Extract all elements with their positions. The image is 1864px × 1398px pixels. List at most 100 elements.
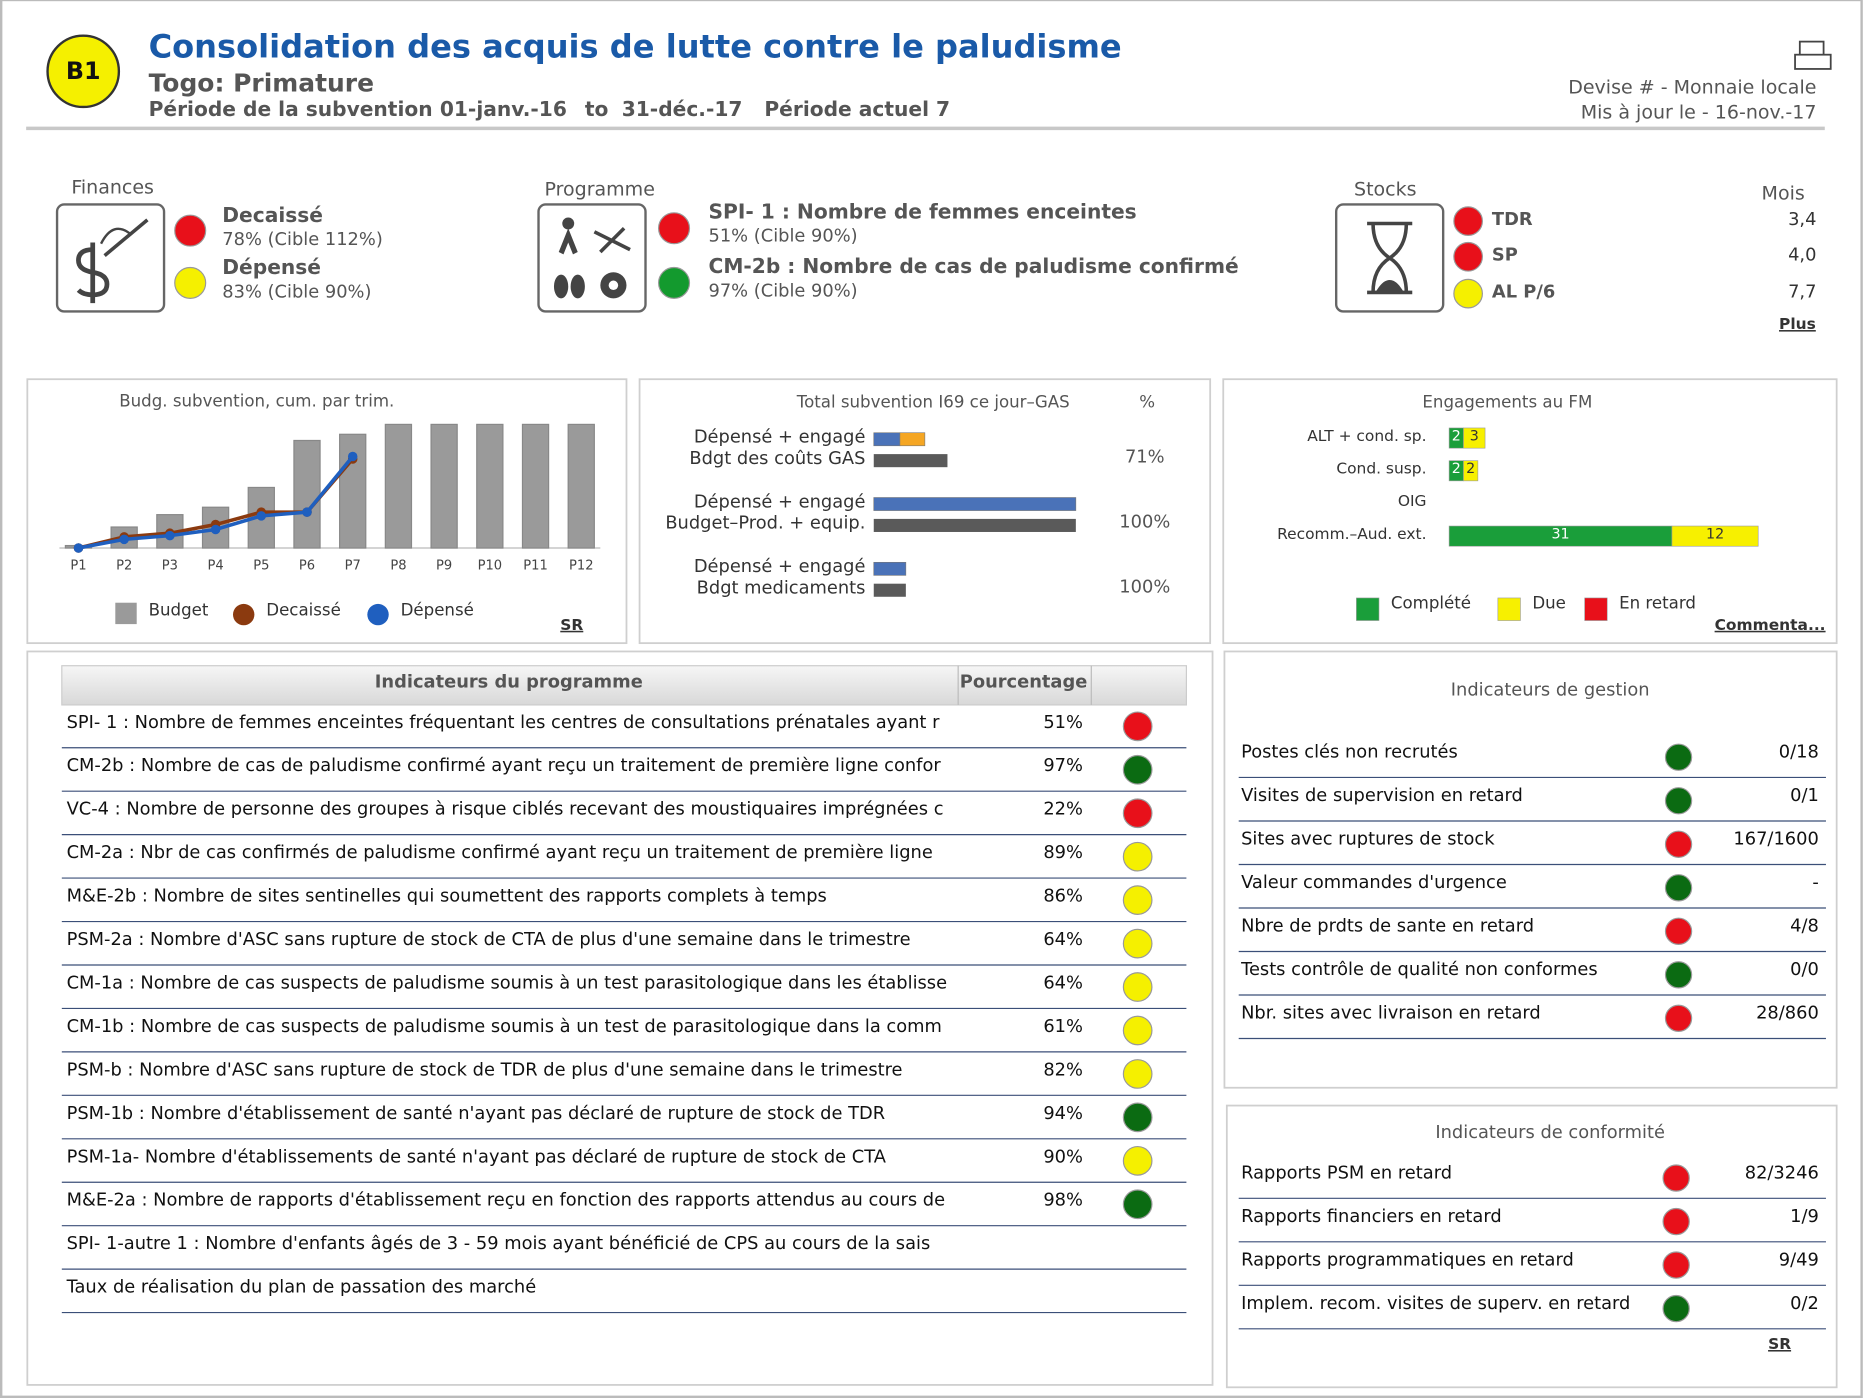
- panel-title: Indicateurs de conformité: [1435, 1122, 1665, 1143]
- data-label: 31: [1551, 526, 1569, 542]
- row-label: Implem. recom. visites de superv. en ret…: [1241, 1293, 1630, 1314]
- legend-label: Dépensé: [401, 601, 474, 620]
- data-label: 12: [1706, 526, 1724, 542]
- bar: [873, 454, 948, 468]
- panel-title: Indicateurs de gestion: [1451, 680, 1650, 701]
- row-value: 0/1: [1790, 785, 1819, 806]
- bar: [384, 423, 413, 549]
- row-text: VC-4 : Nombre de personne des groupes à …: [67, 799, 944, 820]
- status-dot: [1122, 1145, 1153, 1176]
- data-label: 2: [1452, 428, 1461, 444]
- status-dot: [1664, 874, 1693, 902]
- x-tick-label: P1: [70, 558, 86, 573]
- currency: Devise # - Monnaie locale: [1568, 76, 1816, 98]
- x-tick-label: P2: [116, 558, 132, 573]
- row-value: 82/3246: [1745, 1162, 1819, 1183]
- row-value: 0/18: [1779, 741, 1819, 762]
- section-label: Finances: [71, 176, 154, 198]
- print-icon[interactable]: [1794, 40, 1832, 70]
- legend-label: Complété: [1391, 593, 1471, 612]
- section-label: Stocks: [1354, 179, 1417, 201]
- x-tick-label: P7: [345, 558, 361, 573]
- stock-unit: Mois: [1762, 182, 1805, 204]
- row-text: CM-1b : Nombre de cas suspects de paludi…: [67, 1016, 942, 1037]
- status-dot: [1122, 928, 1153, 959]
- legend-label: Due: [1532, 593, 1566, 612]
- bar: [873, 561, 907, 576]
- row-text: PSM-1a- Nombre d'établissements de santé…: [67, 1146, 887, 1167]
- section-label: Programme: [544, 179, 654, 201]
- status-dot: [1453, 206, 1483, 236]
- period-text: 31-déc.-17: [622, 97, 743, 121]
- status-dot: [1662, 1294, 1690, 1323]
- link[interactable]: Commenta...: [1715, 616, 1826, 634]
- bar-label: Budget–Prod. + equip.: [665, 513, 865, 534]
- row-text: CM-1a : Nombre de cas suspects de paludi…: [67, 972, 948, 993]
- status-dot: [1662, 1251, 1690, 1279]
- status-dot: [1664, 787, 1693, 815]
- column-header: Indicateurs du programme: [375, 671, 643, 692]
- bar-label: OIG: [1398, 492, 1427, 510]
- data-label: 2: [1452, 461, 1461, 477]
- kpi-name: SPI- 1 : Nombre de femmes enceintes: [709, 199, 1137, 223]
- status-dot: [1664, 917, 1693, 945]
- status-dot: [1664, 961, 1693, 989]
- finance-icon: [76, 218, 149, 304]
- chart-title: Engagements au FM: [1422, 392, 1592, 411]
- row-value: 9/49: [1779, 1249, 1819, 1270]
- chart-title: Budg. subvention, cum. par trim.: [119, 391, 394, 410]
- row-label: Postes clés non recrutés: [1241, 741, 1458, 762]
- row-pct: 97%: [1043, 755, 1083, 776]
- bar-label: Dépensé + engagé: [694, 426, 866, 447]
- stock-name: AL P/6: [1492, 281, 1555, 302]
- status-dot: [1122, 711, 1153, 742]
- legend-label: Budget: [149, 601, 209, 620]
- point: [210, 524, 221, 535]
- row-pct: 89%: [1043, 842, 1083, 863]
- kpi-name: CM-2b : Nombre de cas de paludisme confi…: [709, 254, 1239, 278]
- link[interactable]: SR: [1768, 1335, 1791, 1353]
- link[interactable]: Plus: [1779, 315, 1816, 333]
- period-text: Période de la subvention: [149, 97, 433, 121]
- kpi-detail: 78% (Cible 112%): [222, 229, 382, 250]
- pct-label: 100%: [1119, 576, 1170, 597]
- row-pct: 94%: [1043, 1103, 1083, 1124]
- stock-value: 7,7: [1788, 281, 1816, 302]
- row-label: Nbre de prdts de sante en retard: [1241, 916, 1534, 937]
- row-value: 1/9: [1790, 1206, 1819, 1227]
- row-pct: 90%: [1043, 1146, 1083, 1167]
- bar-label: Recomm.–Aud. ext.: [1277, 525, 1426, 543]
- status-dot: [1122, 754, 1153, 785]
- legend-swatch: [1356, 597, 1380, 621]
- x-tick-label: P12: [569, 558, 594, 573]
- period-text: 01-janv.-16: [440, 97, 567, 121]
- point: [165, 530, 175, 541]
- x-tick-label: P6: [299, 558, 315, 573]
- bar-label: Dépensé + engagé: [694, 556, 866, 577]
- stock-name: TDR: [1492, 209, 1533, 230]
- row-value: -: [1812, 872, 1818, 893]
- status-dot: [174, 266, 207, 299]
- row-label: Visites de supervision en retard: [1241, 785, 1523, 806]
- row-label: Sites avec ruptures de stock: [1241, 829, 1495, 850]
- status-dot: [657, 266, 691, 299]
- bar-segment: [1463, 460, 1479, 482]
- data-label: 2: [1466, 461, 1475, 477]
- status-dot: [1662, 1207, 1690, 1236]
- row-label: Rapports financiers en retard: [1241, 1206, 1502, 1227]
- status-dot: [1122, 1015, 1153, 1046]
- chart-title: Total subvention I69 ce jour–GAS: [796, 392, 1070, 411]
- status-dot: [1662, 1164, 1690, 1192]
- column-header: Pourcentage: [960, 671, 1088, 692]
- row-text: PSM-2a : Nombre d'ASC sans rupture de st…: [67, 929, 911, 950]
- status-dot: [1122, 1102, 1153, 1133]
- link[interactable]: SR: [560, 616, 583, 634]
- badge: [46, 34, 121, 109]
- kpi-detail: 83% (Cible 90%): [222, 281, 371, 302]
- bar-segment: [1463, 427, 1486, 449]
- bar-label: Cond. susp.: [1336, 459, 1426, 477]
- panels: [26, 378, 1838, 1389]
- status-dot: [1453, 278, 1483, 309]
